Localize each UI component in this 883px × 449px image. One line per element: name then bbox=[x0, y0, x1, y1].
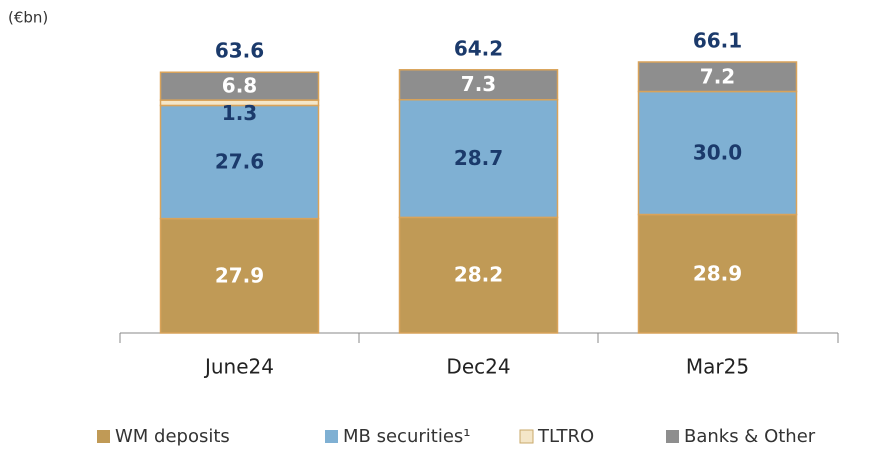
bar-segment bbox=[159, 71, 320, 101]
total-label: 64.2 bbox=[454, 36, 503, 60]
legend-label: Banks & Other bbox=[684, 426, 816, 447]
legend-swatch bbox=[97, 430, 110, 443]
bar-segment bbox=[159, 104, 320, 220]
total-label: 63.6 bbox=[215, 39, 264, 63]
legend-swatch bbox=[666, 430, 679, 443]
bar-segment bbox=[159, 217, 320, 334]
data-label: 28.2 bbox=[454, 263, 503, 287]
x-tick-label: Mar25 bbox=[686, 355, 749, 379]
legend-swatch bbox=[325, 430, 338, 443]
legend-swatch bbox=[519, 429, 534, 444]
bar-segment bbox=[637, 90, 798, 216]
data-label: 28.7 bbox=[454, 146, 503, 170]
data-label: 7.2 bbox=[700, 64, 735, 88]
bar-segment bbox=[398, 216, 559, 334]
x-tick-label: June24 bbox=[203, 355, 274, 379]
legend-label: MB securities¹ bbox=[343, 426, 471, 447]
data-label: 6.8 bbox=[222, 74, 257, 98]
data-label: 28.9 bbox=[693, 261, 742, 285]
unit-label: (€bn) bbox=[8, 9, 48, 27]
data-label: 7.3 bbox=[461, 72, 496, 96]
data-label: 1.3 bbox=[222, 101, 257, 125]
data-label: 30.0 bbox=[693, 141, 742, 165]
total-label: 66.1 bbox=[693, 28, 742, 52]
x-tick-label: Dec24 bbox=[446, 355, 510, 379]
bar-segment bbox=[637, 61, 798, 93]
legend-label: WM deposits bbox=[115, 426, 230, 447]
legend-label: TLTRO bbox=[537, 426, 594, 447]
data-label: 27.6 bbox=[215, 150, 264, 174]
bar-segment bbox=[398, 98, 559, 219]
bar-segment bbox=[398, 69, 559, 101]
data-label: 27.9 bbox=[215, 263, 264, 287]
